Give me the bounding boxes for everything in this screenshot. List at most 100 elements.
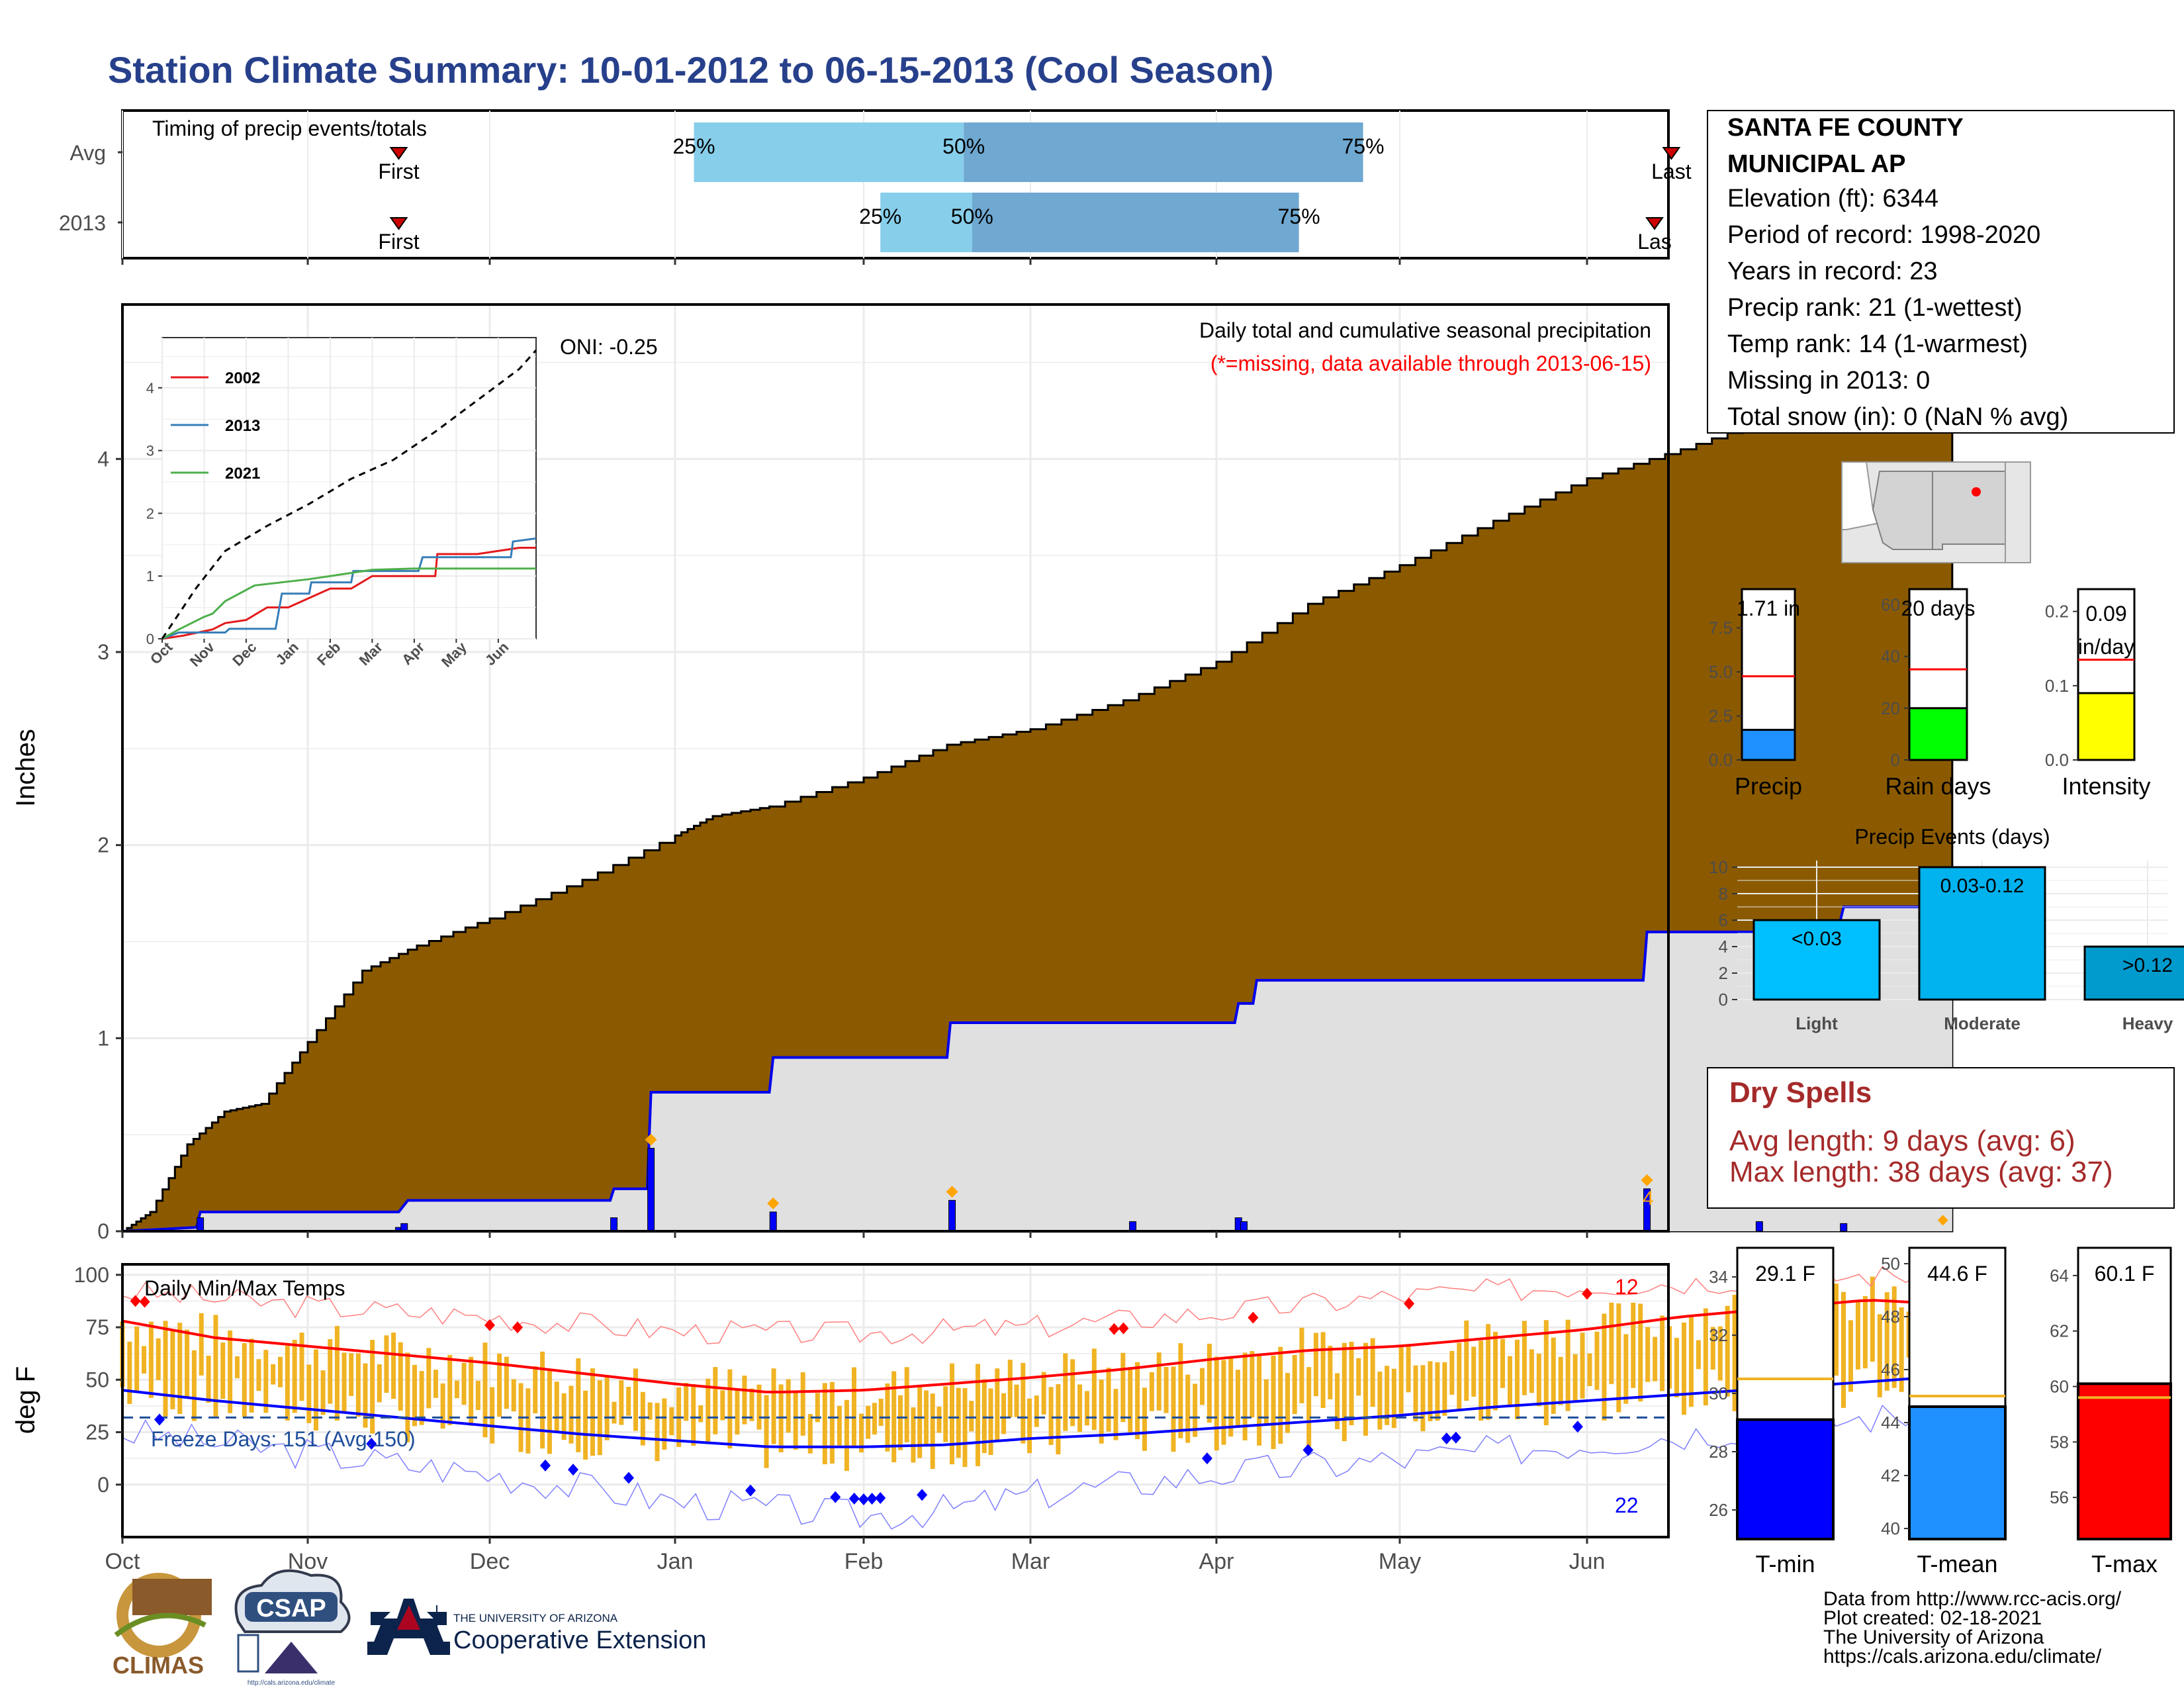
mini-temp-bar <box>2077 1382 2172 1540</box>
daily-temp-bar <box>1128 1367 1133 1432</box>
daily-temp-bar <box>1014 1384 1019 1417</box>
daily-temp-bar <box>1841 1291 1846 1408</box>
events-tick-label: 8 <box>1719 884 1728 904</box>
daily-temp-bar <box>277 1356 283 1387</box>
mini-precip-tick-label: 5.0 <box>1709 662 1733 682</box>
last-event-marker <box>1662 147 1681 160</box>
daily-temp-bar <box>405 1352 410 1442</box>
mini-precip-tick-label: 0.0 <box>1709 750 1733 770</box>
daily-precip-bar <box>1755 1221 1763 1232</box>
record-low-marker <box>568 1464 578 1476</box>
daily-temp-bar <box>619 1380 624 1425</box>
daily-temp-bar <box>355 1353 361 1417</box>
avg-max-line <box>122 1299 1952 1393</box>
daily-temp-bar <box>822 1383 827 1465</box>
timing-label: Timing of precip events/totals <box>152 117 427 140</box>
last-event-label: Las <box>1637 230 1672 254</box>
daily-temp-bar <box>525 1388 531 1454</box>
credit-line-2: Plot created: 02-18-2021 <box>1823 1607 2042 1629</box>
daily-temp-bar <box>1609 1302 1614 1384</box>
daily-temp-bar <box>1587 1353 1592 1386</box>
station-name-2: MUNICIPAL AP <box>1727 150 1906 178</box>
record-high-marker <box>1582 1288 1592 1300</box>
daily-temp-bar <box>742 1376 747 1425</box>
mini-temp-tick-label: 30 <box>1709 1383 1728 1403</box>
record-low-marker <box>1572 1421 1583 1433</box>
avg-min-line <box>122 1374 1952 1448</box>
mini-precip-bar <box>2077 692 2136 761</box>
mini-temp-tick-label: 40 <box>1881 1519 1900 1538</box>
precip-missing-note: (*=missing, data available through 2013-… <box>1210 352 1651 375</box>
daily-temp-bar <box>263 1350 269 1413</box>
daily-temp-bar <box>1120 1352 1126 1423</box>
temp-ytick-label: 0 <box>97 1473 109 1497</box>
first-event-marker <box>389 147 408 160</box>
daily-temp-bar <box>334 1326 340 1421</box>
daily-temp-bar <box>328 1338 333 1404</box>
record-high-marker <box>1404 1297 1415 1310</box>
daily-temp-bar <box>705 1378 711 1443</box>
daily-temp-bar <box>829 1382 835 1464</box>
daily-temp-bar <box>720 1390 725 1421</box>
daily-temp-bar <box>1171 1366 1176 1452</box>
month-label: Apr <box>1199 1549 1234 1574</box>
daily-temp-bar <box>891 1371 897 1463</box>
temp-panel-label: Daily Min/Max Temps <box>144 1276 345 1300</box>
events-tick-label: 10 <box>1709 857 1728 877</box>
precip-event-bar <box>2083 945 2184 1001</box>
credit-line-3: The University of Arizona <box>1823 1626 2044 1648</box>
daily-temp-bar <box>1442 1362 1447 1416</box>
mini-temp-value: 60.1 F <box>2095 1262 2155 1286</box>
daily-temp-bar <box>1653 1336 1658 1382</box>
daily-temp-bar <box>341 1352 347 1413</box>
dry-spells-title: Dry Spells <box>1729 1076 1872 1109</box>
credit-line-4: https://cals.arizona.edu/climate/ <box>1823 1646 2102 1667</box>
daily-temp-bar <box>583 1390 588 1460</box>
daily-temp-bar <box>1616 1303 1621 1413</box>
mini-precip-tick-label: 2.5 <box>1709 706 1733 726</box>
record-low-marker <box>154 1413 165 1426</box>
record-low-marker <box>623 1472 634 1484</box>
timing-row-2013: 2013 <box>59 211 106 235</box>
last-event-marker <box>1645 217 1664 230</box>
daily-temp-bar <box>1420 1365 1426 1432</box>
station-info-line: Years in record: 23 <box>1727 258 1938 285</box>
mini-precip-tick-label: 0.2 <box>2045 602 2069 622</box>
mini-precip-value: 1.71 in <box>1737 596 1800 620</box>
daily-temp-bar <box>800 1372 805 1436</box>
daily-temp-bar <box>433 1370 438 1398</box>
daily-precip-bar <box>1840 1223 1848 1232</box>
daily-temp-bar <box>1263 1379 1269 1426</box>
daily-temp-bar <box>1638 1303 1643 1402</box>
daily-temp-bar <box>713 1367 718 1434</box>
precip-event-bar-label: 0.03-0.12 <box>1940 875 2025 897</box>
daily-temp-bar <box>640 1391 645 1446</box>
record-low-line <box>122 1395 1953 1530</box>
daily-temp-bar <box>1391 1368 1396 1429</box>
daily-temp-bar <box>185 1329 190 1399</box>
daily-temp-bar <box>228 1330 233 1413</box>
daily-temp-bar <box>647 1402 653 1420</box>
ua-logo: THE UNIVERSITY OF ARIZONA Cooperative Ex… <box>367 1599 706 1655</box>
daily-temp-bar <box>220 1342 226 1399</box>
inset-ytick-label: 3 <box>146 443 154 459</box>
precip-event-bar <box>1918 866 2046 1001</box>
mini-temp-tick-label: 26 <box>1709 1500 1728 1520</box>
daily-temp-bar <box>497 1353 502 1417</box>
station-info-line: Temp rank: 14 (1-warmest) <box>1727 330 2028 358</box>
daily-temp-bar <box>1464 1320 1469 1401</box>
heavy-event-marker <box>645 1133 657 1146</box>
temp-ytick-label: 100 <box>74 1263 109 1287</box>
mini-precip-value: 20 days <box>1901 596 1975 620</box>
daily-temp-bar <box>1091 1348 1097 1430</box>
figure-title: Station Climate Summary: 10-01-2012 to 0… <box>108 49 1274 91</box>
events-title: Precip Events (days) <box>1854 825 2050 849</box>
mini-precip-bar <box>1741 729 1796 761</box>
daily-temp-bar <box>1063 1353 1068 1431</box>
daily-temp-bar <box>1156 1352 1161 1411</box>
daily-temp-bar <box>1862 1295 1868 1369</box>
record-high-marker <box>139 1295 150 1308</box>
hot-count: 12 <box>1615 1275 1639 1299</box>
record-high-marker <box>130 1295 141 1307</box>
